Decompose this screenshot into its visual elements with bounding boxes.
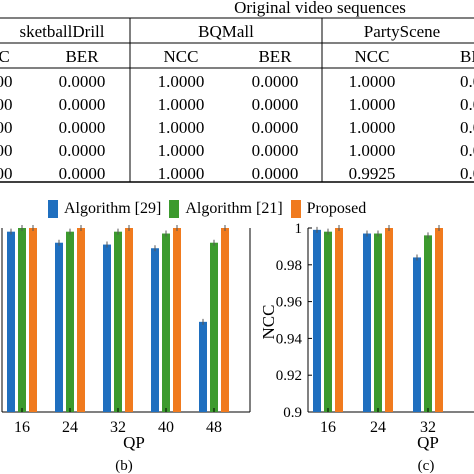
table-cell: 1.0000 [349,118,396,137]
table-col-header: BER [258,47,292,66]
table-cell: 00 [0,72,13,91]
table-cell: 0.0000 [252,72,299,91]
table-cell: 1.0000 [349,72,396,91]
table-col-header: NCC [355,47,390,66]
bar [424,235,432,412]
bar [221,228,229,412]
bar [374,233,382,412]
bar [324,231,332,412]
table-cell: 00 [0,141,13,160]
table-sequence-basketballdrill: sketballDrill [20,22,105,41]
table-group-header: Original video sequences [234,0,406,17]
y-tick-label: 1 [295,221,303,237]
chart-b-xlabel: QP [123,433,145,452]
y-tick-label: 0.98 [276,258,302,274]
bar [335,228,343,412]
table-col-header: C [0,47,10,66]
table-cell: 1.0000 [158,95,205,114]
table-cell: 0.0000 [59,164,106,183]
legend-swatch-proposed [290,200,301,218]
table-col-header: BE [460,47,474,66]
table-col-header: BER [65,47,99,66]
legend-item-proposed: Proposed [290,200,367,218]
legend-item-algorithm29: Algorithm [29] [48,200,161,218]
table-cell: 0.0000 [59,95,106,114]
table-cell: 0.00 [460,164,474,183]
bar [385,228,393,412]
chart-c-xlabel: QP [417,433,439,452]
x-tick-label: 24 [370,419,386,436]
table-cell: 0.0000 [59,141,106,160]
y-tick-label: 0.96 [276,295,303,311]
table-cell: 00 [0,118,13,137]
bar [29,228,37,412]
legend-item-algorithm21: Algorithm [21] [169,200,283,218]
bar [162,233,170,412]
bar [435,228,443,412]
table-cell: 1.0000 [349,141,396,160]
y-tick-label: 0.92 [276,368,302,384]
bar [114,231,122,412]
bar-chart-b: 16 24 32 40 48 QP (b) [1,225,251,474]
bar [7,231,15,412]
table-cell: 1.0000 [158,141,205,160]
x-tick-label: 32 [420,419,436,436]
table-cell: 00 [0,95,13,114]
table-cell: 0.0000 [59,118,106,137]
bar [413,257,421,412]
chart-legend: Algorithm [29] Algorithm [21] Proposed [48,197,367,221]
bar [151,248,159,412]
x-tick-label: 48 [206,419,222,436]
chart-c-panel-label: (c) [418,458,435,474]
legend-label-proposed: Proposed [306,200,367,217]
bar [210,242,218,412]
chart-c-marks: 0.9 0.92 0.94 0.96 0.98 1 16 24 32 [276,221,474,436]
bar [66,231,74,412]
table-cell: 00 [0,164,13,183]
bar [55,242,63,412]
y-tick-label: 0.94 [276,331,303,347]
table-sequence-partyscene: PartyScene [364,22,440,41]
x-tick-label: 24 [62,419,78,436]
table-cell: 0.00 [460,118,474,137]
table-cell: 0.00 [460,141,474,160]
bar [103,244,111,412]
chart-b-panel-label: (b) [115,458,133,474]
legend-label-algorithm29: Algorithm [29] [64,200,162,217]
table-body: 000.00001.00000.00001.00000.00000.00001.… [0,72,474,183]
y-tick-label: 0.9 [283,405,302,421]
results-table: Original video sequences sketballDrill B… [0,0,474,183]
bar [77,228,85,412]
table-col-header: NCC [164,47,199,66]
table-cell: 1.0000 [349,95,396,114]
chart-b-marks: 16 24 32 40 48 [1,225,251,436]
legend-label-algorithm21: Algorithm [21] [185,200,283,217]
table-cell: 0.0000 [252,118,299,137]
table-cell: 0.0000 [252,141,299,160]
bar [18,228,26,412]
bar [125,228,133,412]
table-cell: 1.0000 [158,72,205,91]
bar [173,228,181,412]
bar [199,321,207,412]
bar-chart-c: 0.9 0.92 0.94 0.96 0.98 1 16 24 32 QP (c) NCC [262,221,474,474]
x-tick-label: 40 [158,419,174,436]
table-cell: 1.0000 [158,164,205,183]
x-tick-label: 32 [110,419,126,436]
table-cell: 0.0000 [252,95,299,114]
legend-swatch-algorithm21 [169,200,180,218]
bar [363,233,371,412]
table-cell: 0.0000 [59,72,106,91]
table-cell: 0.9925 [349,164,396,183]
table-cell: 0.0000 [252,164,299,183]
x-tick-label: 16 [320,419,336,436]
table-cell: 0.00 [460,72,474,91]
bar [313,229,321,412]
table-sequence-bqmall: BQMall [198,22,254,41]
table-cell: 0.00 [460,95,474,114]
table-cell: 1.0000 [158,118,205,137]
legend-swatch-algorithm29 [48,200,58,218]
x-tick-label: 16 [14,419,30,436]
chart-c-ylabel: NCC [262,305,278,340]
